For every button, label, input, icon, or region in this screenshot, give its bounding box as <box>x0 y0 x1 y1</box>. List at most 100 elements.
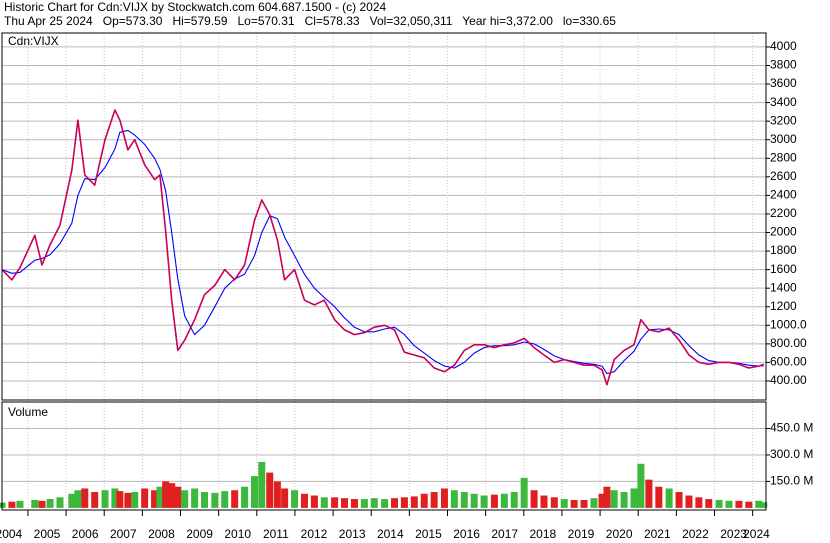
y-tick-label: 3200 <box>770 113 797 127</box>
volume-bar <box>490 494 498 508</box>
volume-bar <box>695 497 703 508</box>
volume-bar <box>16 500 24 508</box>
x-tick-label: 2024 <box>743 527 770 541</box>
volume-bar <box>8 501 16 508</box>
y-tick-label: 300.0 M <box>770 447 813 461</box>
volume-bar <box>530 490 538 508</box>
y-tick-label: 1800 <box>770 243 797 257</box>
volume-bar <box>31 499 39 508</box>
volume-bar <box>360 499 368 508</box>
x-tick-label: 2017 <box>491 527 518 541</box>
y-tick-label: 1000.0 <box>770 317 807 331</box>
volume-bar <box>520 477 528 508</box>
volume-bar <box>350 499 358 508</box>
price-frame <box>1 32 767 401</box>
volume-bar <box>665 488 673 508</box>
y-tick-label: 400.00 <box>770 373 807 387</box>
volume-bar <box>381 499 389 508</box>
y-tick-label: 1400 <box>770 280 797 294</box>
volume-bar <box>580 499 588 508</box>
x-tick-label: 2011 <box>263 527 289 541</box>
volume-bar <box>341 498 349 508</box>
y-tick-label: 2600 <box>770 169 797 183</box>
volume-bar <box>74 490 82 508</box>
volume-bar <box>675 492 683 508</box>
volume-bar <box>81 488 89 508</box>
volume-bar <box>540 495 548 508</box>
volume-bar <box>56 497 64 508</box>
x-tick-label: 2007 <box>110 527 137 541</box>
volume-bar <box>291 490 299 508</box>
volume-bar <box>560 499 568 508</box>
header-line: Historic Chart for Cdn:VIJX by Stockwatc… <box>4 0 386 14</box>
volume-label: Volume <box>8 405 48 419</box>
volume-bar <box>755 500 763 508</box>
y-tick-label: 600.00 <box>770 355 807 369</box>
volume-bar <box>191 488 199 508</box>
volume-bar <box>645 479 653 508</box>
y-tick-label: 3400 <box>770 95 797 109</box>
y-tick-label: 4000 <box>770 39 797 53</box>
y-tick-label: 3000 <box>770 132 797 146</box>
volume-bar <box>440 488 448 508</box>
volume-bar <box>655 486 663 508</box>
volume-bar <box>0 502 6 508</box>
volume-bar <box>570 499 578 508</box>
volume-bar <box>420 493 428 508</box>
volume-bar <box>598 493 606 508</box>
volume-bar <box>630 488 638 508</box>
volume-bar <box>370 498 378 508</box>
volume-frame <box>1 401 767 511</box>
volume-bar <box>450 490 458 508</box>
volume-bar <box>331 497 339 508</box>
volume-bar <box>610 490 618 508</box>
x-tick-label: 2015 <box>415 527 442 541</box>
price-line <box>1 129 764 375</box>
volume-bar <box>156 486 164 508</box>
volume-bar <box>241 486 249 508</box>
volume-bar <box>460 492 468 508</box>
volume-bar <box>715 499 723 508</box>
y-tick-label: 1600 <box>770 262 797 276</box>
volume-bar <box>735 500 743 508</box>
plot-layer <box>0 33 770 516</box>
volume-bar <box>211 492 219 508</box>
y-tick-label: 2800 <box>770 150 797 164</box>
x-tick-label: 2006 <box>72 527 99 541</box>
volume-bar <box>760 502 768 508</box>
volume-bar <box>258 462 266 508</box>
x-tick-label: 2012 <box>301 527 328 541</box>
volume-bar <box>410 496 418 508</box>
volume-bar <box>168 483 176 508</box>
y-tick-label: 2000 <box>770 225 797 239</box>
volume-bar <box>620 492 628 508</box>
volume-bar <box>201 492 209 508</box>
volume-bar <box>68 493 76 508</box>
volume-bar <box>181 490 189 508</box>
volume-bar <box>221 491 229 508</box>
volume-bar <box>38 500 46 508</box>
volume-bar <box>300 493 308 508</box>
price-line <box>1 109 764 386</box>
volume-bar <box>111 488 119 508</box>
volume-bar <box>281 488 289 508</box>
volume-bar <box>151 490 159 508</box>
x-tick-label: 2014 <box>377 527 404 541</box>
x-tick-label: 2013 <box>339 527 366 541</box>
header-line: Thu Apr 25 2024 Op=573.30 Hi=579.59 Lo=5… <box>4 14 616 28</box>
volume-bar <box>46 499 54 508</box>
y-tick-label: 2200 <box>770 206 797 220</box>
volume-bar <box>725 500 733 508</box>
volume-bar <box>480 495 488 508</box>
volume-bar <box>500 493 508 508</box>
volume-bar <box>590 498 598 508</box>
volume-bar <box>745 501 753 508</box>
y-tick-label: 150.0 M <box>770 474 813 488</box>
x-tick-label: 2019 <box>568 527 595 541</box>
y-tick-label: 2400 <box>770 188 797 202</box>
volume-bar <box>470 493 478 508</box>
x-tick-label: 2018 <box>530 527 557 541</box>
x-tick-label: 2010 <box>224 527 251 541</box>
x-tick-label: 2004 <box>0 527 23 541</box>
